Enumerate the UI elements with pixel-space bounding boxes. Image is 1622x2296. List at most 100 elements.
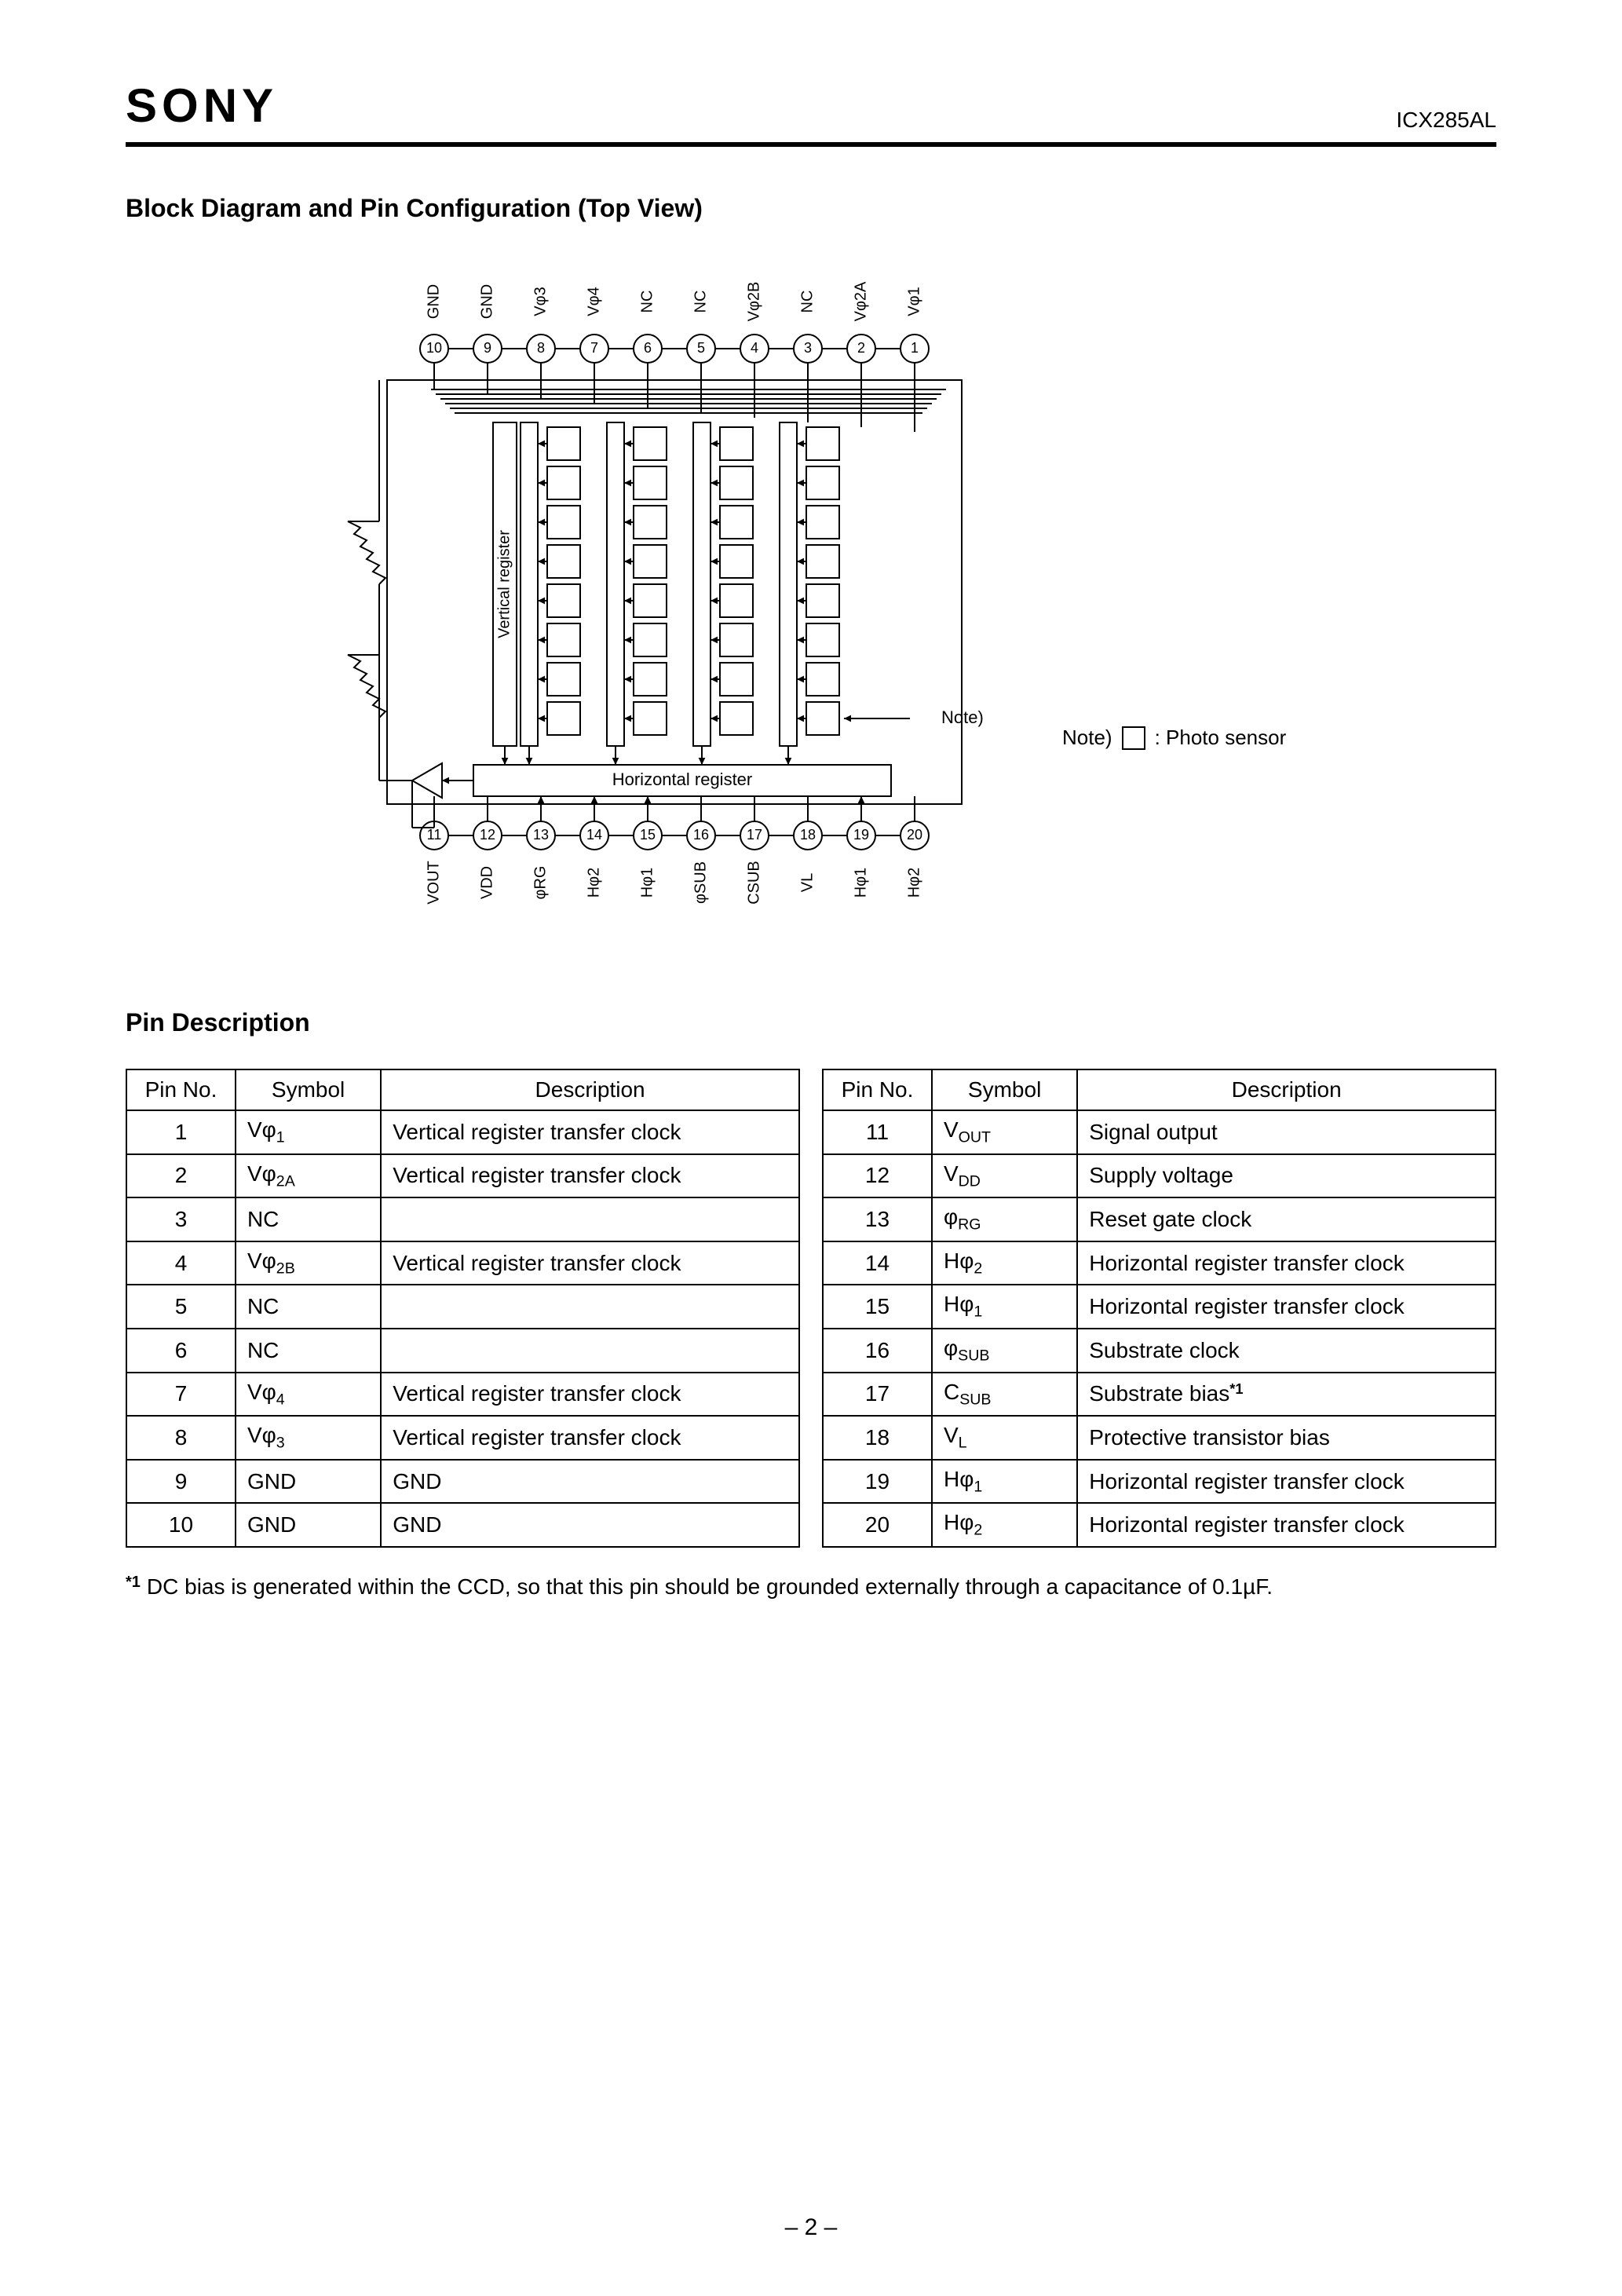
pin-table-cell: Protective transistor bias <box>1077 1416 1496 1460</box>
svg-text:GND: GND <box>478 284 495 319</box>
svg-text:Vφ3: Vφ3 <box>532 287 549 316</box>
svg-text:Hφ1: Hφ1 <box>638 868 656 898</box>
svg-text:9: 9 <box>484 340 491 356</box>
photo-sensor-legend: Note) : Photo sensor <box>1062 726 1286 750</box>
svg-text:2: 2 <box>857 340 865 356</box>
pin-table-cell: NC <box>236 1329 381 1373</box>
svg-text:13: 13 <box>533 827 549 843</box>
pin-table-row: 5NC15Hφ1Horizontal register transfer clo… <box>126 1285 1496 1329</box>
footnote: *1 DC bias is generated within the CCD, … <box>126 1571 1496 1602</box>
table-spacer <box>799 1154 823 1198</box>
pin-table-cell: Hφ2 <box>932 1503 1077 1547</box>
table-spacer <box>799 1069 823 1110</box>
pin-table-cell: Horizontal register transfer clock <box>1077 1241 1496 1285</box>
pin-table-cell: 18 <box>823 1416 932 1460</box>
pin-table-cell <box>381 1329 799 1373</box>
svg-text:4: 4 <box>751 340 758 356</box>
pin-table-cell: Reset gate clock <box>1077 1197 1496 1241</box>
header-rule <box>126 142 1496 147</box>
pin-table-cell: 5 <box>126 1285 236 1329</box>
col-desc-2: Description <box>1077 1069 1496 1110</box>
pin-table-row: 2Vφ2AVertical register transfer clock12V… <box>126 1154 1496 1198</box>
svg-text:Vertical register: Vertical register <box>495 530 513 638</box>
pin-table-cell: Supply voltage <box>1077 1154 1496 1198</box>
pin-table-cell: 6 <box>126 1329 236 1373</box>
pin-table-cell: Signal output <box>1077 1110 1496 1154</box>
pin-table-row: 3NC13φRGReset gate clock <box>126 1197 1496 1241</box>
pin-table-cell: Vφ1 <box>236 1110 381 1154</box>
part-number: ICX285AL <box>1396 108 1496 133</box>
svg-text:16: 16 <box>693 827 709 843</box>
pin-table-cell: Vφ3 <box>236 1416 381 1460</box>
col-symbol-2: Symbol <box>932 1069 1077 1110</box>
pin-table-cell: NC <box>236 1197 381 1241</box>
svg-text:8: 8 <box>537 340 545 356</box>
pin-table-cell: 15 <box>823 1285 932 1329</box>
table-spacer <box>799 1241 823 1285</box>
svg-text:14: 14 <box>586 827 602 843</box>
pin-table-cell: Hφ2 <box>932 1241 1077 1285</box>
pin-table-cell: Vφ2A <box>236 1154 381 1198</box>
pin-table-cell: 10 <box>126 1503 236 1547</box>
pin-table-cell: 3 <box>126 1197 236 1241</box>
svg-text:φRG: φRG <box>532 866 549 900</box>
pin-table-cell: Vertical register transfer clock <box>381 1416 799 1460</box>
block-diagram-title: Block Diagram and Pin Configuration (Top… <box>126 194 1496 223</box>
block-diagram-svg: Vertical registerHorizontal registerNote… <box>261 254 1047 930</box>
pin-table-cell: GND <box>236 1503 381 1547</box>
svg-text:Vφ2A: Vφ2A <box>852 281 869 321</box>
pin-table-cell: Substrate bias*1 <box>1077 1373 1496 1417</box>
svg-text:10: 10 <box>426 340 442 356</box>
pin-table-cell: 19 <box>823 1460 932 1504</box>
table-spacer <box>799 1503 823 1547</box>
svg-text:11: 11 <box>427 827 442 843</box>
table-spacer <box>799 1416 823 1460</box>
footnote-text: DC bias is generated within the CCD, so … <box>147 1571 1273 1602</box>
pin-table-cell: Substrate clock <box>1077 1329 1496 1373</box>
svg-text:15: 15 <box>640 827 656 843</box>
pin-table-cell: VDD <box>932 1154 1077 1198</box>
pin-table-cell: 20 <box>823 1503 932 1547</box>
brand-logo: SONY <box>126 79 278 133</box>
pin-description-table: Pin No. Symbol Description Pin No. Symbo… <box>126 1069 1496 1548</box>
block-diagram-wrap: Vertical register Horizontal register Note… <box>126 254 1496 977</box>
svg-text:Horizontal register: Horizontal register <box>612 770 753 789</box>
svg-text:Vφ1: Vφ1 <box>905 287 922 316</box>
pin-table-cell: 9 <box>126 1460 236 1504</box>
svg-text:Hφ2: Hφ2 <box>905 868 922 898</box>
pin-table-row: 10GNDGND20Hφ2Horizontal register transfe… <box>126 1503 1496 1547</box>
pin-table-cell: 14 <box>823 1241 932 1285</box>
pin-table-cell: Vφ4 <box>236 1373 381 1417</box>
pin-table-cell: Hφ1 <box>932 1460 1077 1504</box>
pin-table-cell: Vertical register transfer clock <box>381 1373 799 1417</box>
pin-table-cell: 8 <box>126 1416 236 1460</box>
pin-table-row: 6NC16φSUBSubstrate clock <box>126 1329 1496 1373</box>
pin-table-cell <box>381 1285 799 1329</box>
pin-table-cell: VOUT <box>932 1110 1077 1154</box>
block-diagram: Vertical register Horizontal register Note… <box>261 254 1361 977</box>
pin-table-cell: Vertical register transfer clock <box>381 1241 799 1285</box>
pin-table-cell: 4 <box>126 1241 236 1285</box>
pin-table-cell: Hφ1 <box>932 1285 1077 1329</box>
table-spacer <box>799 1460 823 1504</box>
footnote-mark: *1 <box>126 1571 141 1602</box>
page-header: SONY ICX285AL <box>126 79 1496 142</box>
svg-text:6: 6 <box>644 340 652 356</box>
pin-table-cell: 1 <box>126 1110 236 1154</box>
pin-table-cell: Vertical register transfer clock <box>381 1110 799 1154</box>
pin-table-cell: Horizontal register transfer clock <box>1077 1503 1496 1547</box>
legend-text: : Photo sensor <box>1155 726 1287 750</box>
svg-text:3: 3 <box>804 340 812 356</box>
svg-text:5: 5 <box>697 340 705 356</box>
pin-table-cell: φRG <box>932 1197 1077 1241</box>
legend-prefix: Note) <box>1062 726 1112 750</box>
pin-table-cell: 7 <box>126 1373 236 1417</box>
col-pinno-1: Pin No. <box>126 1069 236 1110</box>
pin-table-row: 8Vφ3Vertical register transfer clock18VL… <box>126 1416 1496 1460</box>
page-number: – 2 – <box>0 2214 1622 2241</box>
pin-table-cell: GND <box>236 1460 381 1504</box>
pin-table-header-row: Pin No. Symbol Description Pin No. Symbo… <box>126 1069 1496 1110</box>
svg-text:NC: NC <box>692 291 709 313</box>
table-spacer <box>799 1197 823 1241</box>
svg-text:GND: GND <box>425 284 442 319</box>
